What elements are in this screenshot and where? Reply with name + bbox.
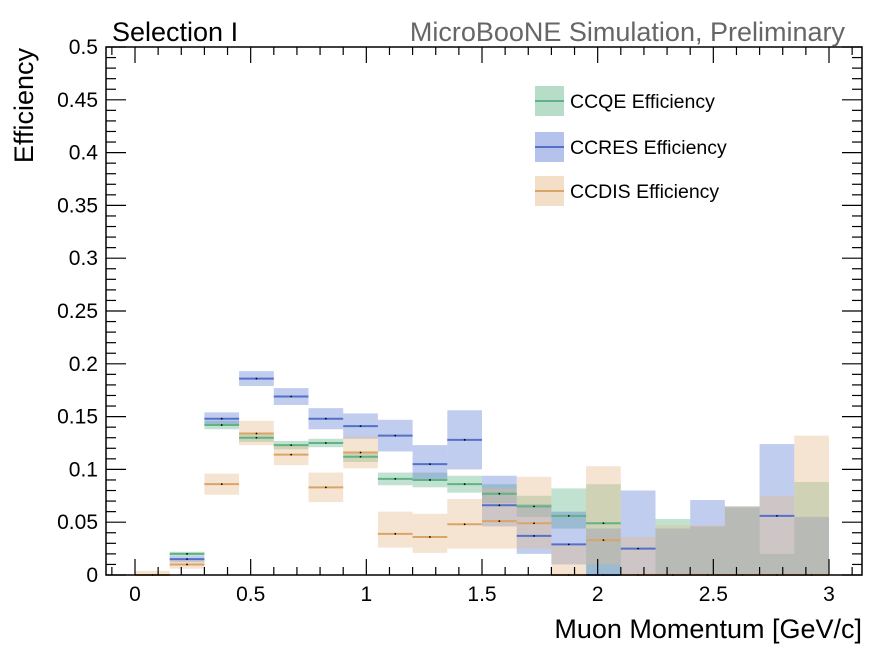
ccqe-efficiency-point-8 [463,483,466,486]
ccdis-efficiency-point-2 [220,483,223,486]
ccres-efficiency-point-13 [637,547,640,550]
ccdis-efficiency-point-3 [255,432,258,435]
ccres-efficiency-point-8 [463,438,466,441]
ccdis-efficiency-band-19 [794,435,829,575]
x-axis-label: Muon Momentum [GeV/c] [554,614,862,644]
ccqe-efficiency-point-10 [533,505,535,508]
ccres-efficiency-band-13 [620,490,656,575]
ccqe-efficiency-point-12 [602,522,605,525]
ccres-efficiency-band-18 [794,516,829,575]
ccres-efficiency-point-4 [324,417,327,420]
ccqe-efficiency-point-0 [186,552,188,555]
y-tick-label: 0.05 [57,511,98,534]
ccqe-efficiency-point-5 [359,455,362,458]
ccres-efficiency-band-7 [412,445,448,480]
ccres-efficiency-band-11 [551,511,587,565]
y-tick-label: 0.2 [69,353,98,376]
ccdis-efficiency-point-4 [290,453,293,456]
ccres-efficiency-point-3 [290,395,293,398]
x-tick-label: 0.5 [236,583,265,606]
ccdis-efficiency-band-17 [724,506,760,575]
x-tick-label: 1 [360,583,372,606]
ccdis-efficiency-band-18 [759,495,795,575]
ccdis-efficiency-point-7 [394,532,397,535]
ccqe-efficiency-point-7 [429,479,431,481]
y-tick-label: 0.5 [69,36,98,59]
ccqe-efficiency-band-15 [724,507,760,575]
ccdis-efficiency-point-10 [498,520,501,523]
ccres-efficiency-band-12 [586,528,621,575]
ccqe-efficiency-band-17 [794,482,829,575]
ccqe-efficiency-band-14 [690,526,725,575]
ccres-efficiency-point-0 [186,558,188,561]
ccres-efficiency-point-17 [776,514,778,517]
ccres-efficiency-band-17 [759,444,795,575]
ccres-efficiency-point-7 [429,463,431,466]
ccdis-efficiency-point-6 [359,451,362,454]
ccqe-efficiency-point-9 [498,492,501,495]
ccres-efficiency-band-10 [516,504,552,554]
ccdis-efficiency-point-8 [429,536,431,538]
x-tick-label: 2 [592,583,604,606]
ccdis-efficiency-band-0 [135,570,170,575]
ccres-efficiency-point-9 [498,504,501,507]
ccdis-efficiency-point-1 [186,563,188,566]
ccdis-efficiency-point-11 [533,522,535,525]
ccqe-efficiency-point-11 [567,514,570,517]
ccres-efficiency-point-2 [255,377,258,380]
ccdis-efficiency-point-9 [463,523,466,526]
ccres-efficiency-point-1 [220,417,223,420]
ccdis-efficiency-band-16 [690,525,725,575]
ccqe-efficiency-band-13 [655,519,691,575]
ccdis-efficiency-point-13 [602,539,605,542]
y-tick-label: 0.1 [69,458,98,481]
ccdis-efficiency-point-5 [324,486,327,489]
ccres-efficiency-band-15 [690,500,725,575]
chart-title-left: Selection I [112,17,238,47]
ccqe-efficiency-point-6 [394,478,397,480]
ccres-efficiency-band-16 [724,506,760,575]
ccres-efficiency-point-6 [394,434,397,437]
ccqe-efficiency-point-3 [290,444,293,447]
y-tick-label: 0.3 [69,247,98,270]
ccdis-efficiency-band-11 [516,476,552,549]
ccdis-efficiency-band-13 [586,466,621,565]
y-tick-label: 0.45 [57,89,98,112]
ccres-efficiency-band-14 [655,528,691,575]
ccres-efficiency-point-5 [359,425,362,428]
ccdis-efficiency-band-8 [412,513,448,553]
y-tick-label: 0.35 [57,194,98,217]
x-tick-label: 1.5 [467,583,496,606]
ccres-efficiency-band-9 [482,475,517,527]
ccdis-efficiency-band-7 [377,511,413,548]
ccqe-efficiency-band-12 [586,484,621,575]
y-tick-label: 0.4 [69,142,99,165]
x-tick-label: 3 [823,583,835,606]
ccqe-efficiency-point-4 [324,442,327,444]
y-tick-label: 0.25 [57,300,98,323]
ccres-efficiency-point-10 [533,535,535,537]
ccres-efficiency-point-11 [567,543,570,546]
x-tick-label: 0 [129,583,141,606]
ccres-efficiency-legend-label: CCRES Efficiency [570,137,727,159]
ccdis-efficiency-band-14 [620,536,656,575]
axis-ticks: 0 0.05 0.1 0.15 0.2 0.25 0.3 0.35 0.4 0.45 0.5 0 0.5… [57,36,862,606]
x-tick-label: 2.5 [699,583,728,606]
ccqe-efficiency-point-1 [220,424,223,426]
chart-title-right: MicroBooNE Simulation, Preliminary [410,17,846,47]
ccqe-efficiency-band-11 [551,488,587,529]
y-axis-label: Efficiency [9,48,39,164]
ccdis-efficiency-legend-label: CCDIS Efficiency [570,181,719,203]
ccdis-efficiency-band-12 [551,545,587,575]
y-tick-label: 0.15 [57,406,98,429]
ccqe-efficiency-legend-label: CCQE Efficiency [570,91,715,113]
ccqe-efficiency-point-2 [255,436,258,439]
y-tick-label: 0 [86,564,98,587]
ccdis-efficiency-band-15 [655,525,691,575]
error-bands [135,371,829,575]
legend: CCQE Efficiency CCRES Efficiency CCDIS Eff… [535,86,727,206]
ccdis-efficiency-band-10 [482,488,517,549]
ccqe-efficiency-band-16 [759,553,795,575]
